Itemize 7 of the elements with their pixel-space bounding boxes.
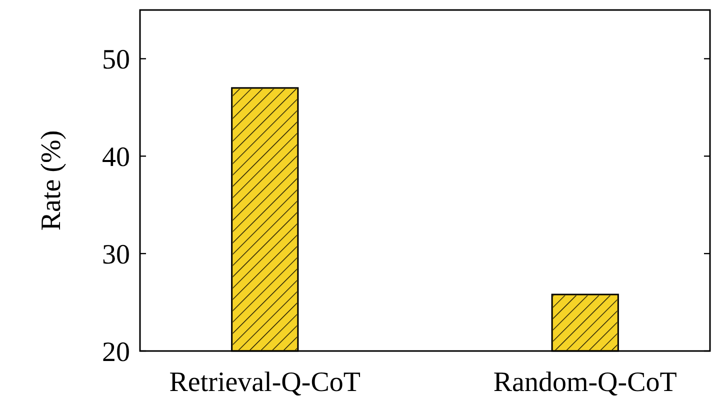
x-tick-label: Retrieval-Q-CoT — [169, 367, 361, 398]
y-axis-title: Rate (%) — [36, 130, 67, 231]
y-tick-label: 20 — [102, 336, 130, 368]
y-tick-label: 50 — [102, 44, 130, 76]
y-tick-label: 30 — [102, 239, 130, 270]
y-tick-label: 40 — [102, 142, 130, 173]
x-tick-label: Random-Q-CoT — [493, 367, 677, 398]
